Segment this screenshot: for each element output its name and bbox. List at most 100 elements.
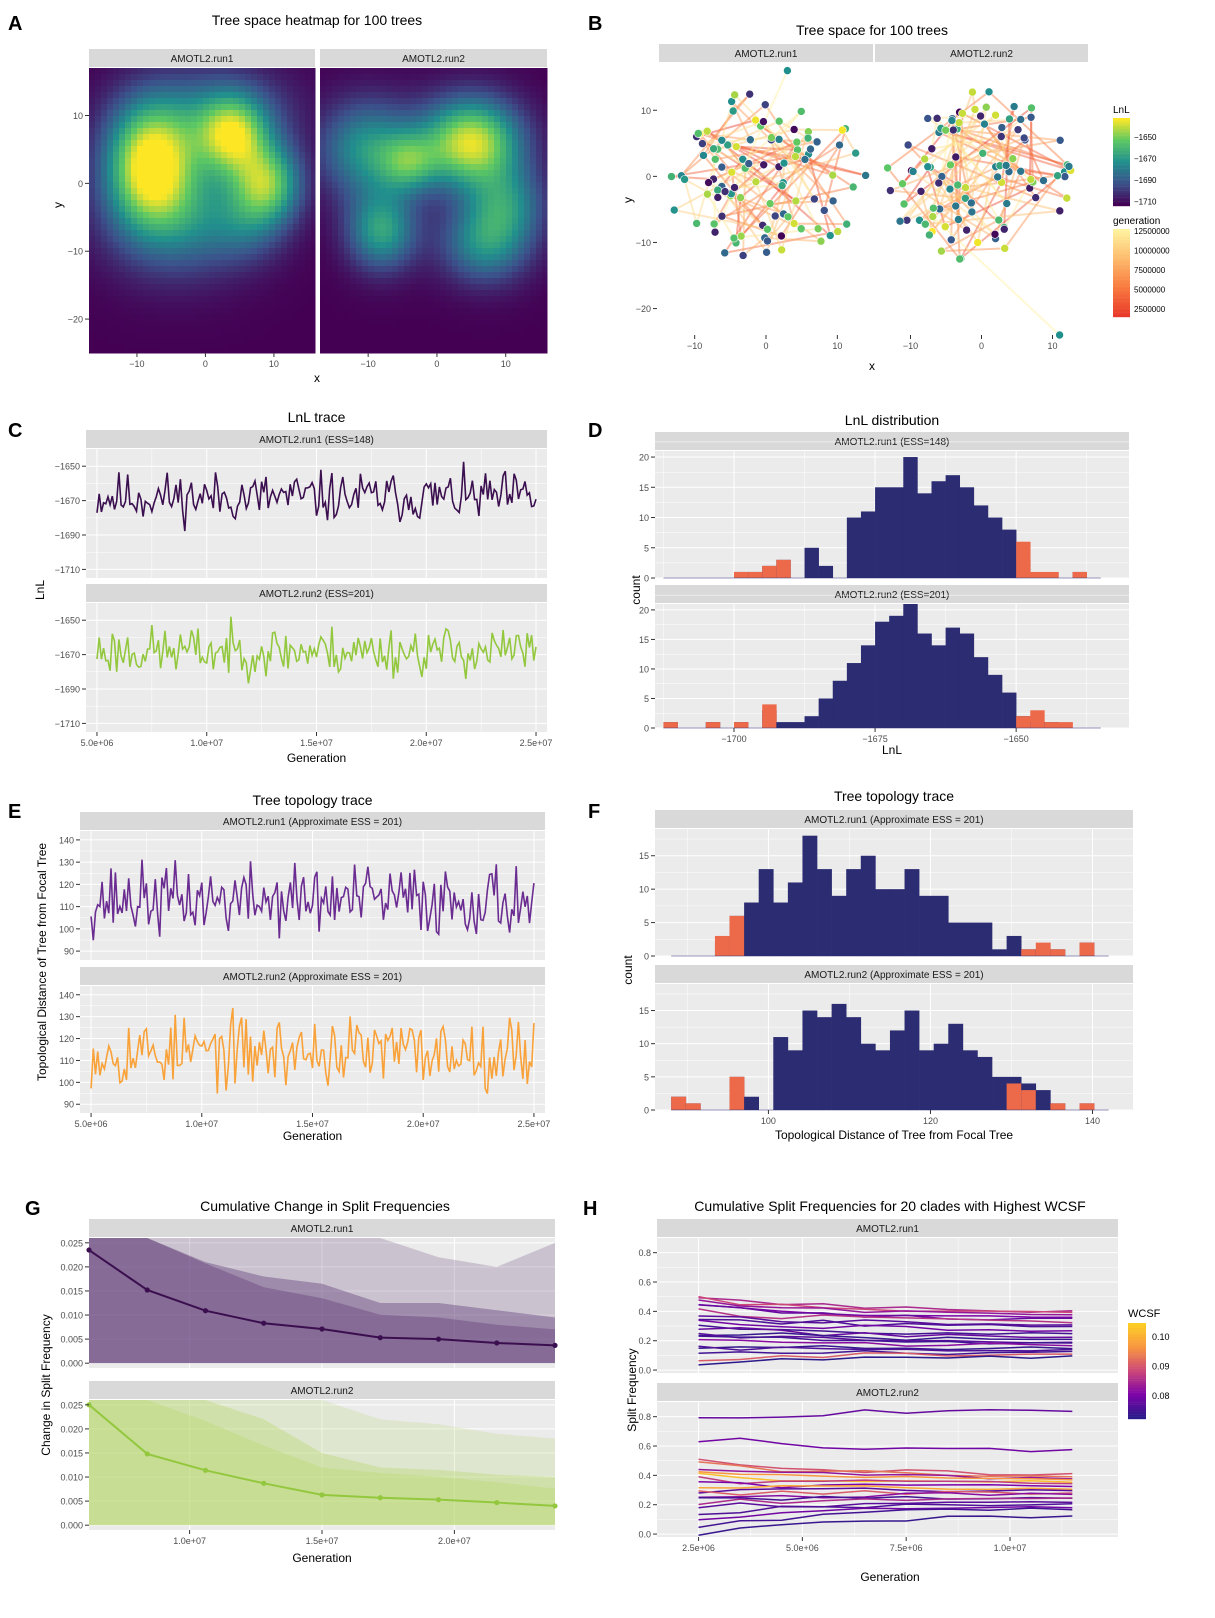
heatmap-cell bbox=[239, 194, 246, 201]
heatmap-cell bbox=[332, 260, 339, 267]
heatmap-cell bbox=[215, 92, 222, 99]
heatmap-cell bbox=[536, 266, 543, 273]
heatmap-cell bbox=[143, 314, 150, 321]
heatmap-cell bbox=[332, 284, 339, 291]
heatmap-cell bbox=[386, 158, 393, 165]
heatmap-cell bbox=[476, 224, 483, 231]
heatmap-cell bbox=[227, 68, 234, 75]
heatmap-cell bbox=[179, 236, 186, 243]
heatmap-cell bbox=[338, 302, 345, 309]
heatmap-cell bbox=[530, 308, 537, 315]
heatmap-cell bbox=[410, 194, 417, 201]
heatmap-cell bbox=[338, 140, 345, 147]
heatmap-cell bbox=[311, 212, 316, 219]
heatmap-cell bbox=[374, 98, 381, 105]
heatmap-cell bbox=[494, 248, 501, 255]
heatmap-cell bbox=[368, 266, 375, 273]
heatmap-cell bbox=[155, 146, 162, 153]
heatmap-cell bbox=[482, 158, 489, 165]
heatmap-cell bbox=[215, 338, 222, 345]
heatmap-cell bbox=[464, 86, 471, 93]
heatmap-cell bbox=[446, 86, 453, 93]
heatmap-cell bbox=[524, 296, 531, 303]
heatmap-cell bbox=[275, 350, 282, 354]
heatmap-cell bbox=[350, 164, 357, 171]
heatmap-cell bbox=[167, 140, 174, 147]
heatmap-cell bbox=[209, 188, 216, 195]
heatmap-cell bbox=[197, 302, 204, 309]
heatmap-cell bbox=[452, 302, 459, 309]
tree-point bbox=[767, 133, 776, 142]
heatmap-cell bbox=[227, 290, 234, 297]
heatmap-cell bbox=[143, 98, 150, 105]
facet-strip-label: AMOTL2.run1 (ESS=148) bbox=[835, 437, 950, 448]
heatmap-cell bbox=[386, 188, 393, 195]
histogram-bar bbox=[846, 1017, 862, 1110]
heatmap-cell bbox=[251, 314, 258, 321]
heatmap-cell bbox=[404, 260, 411, 267]
heatmap-cell bbox=[95, 272, 102, 279]
legend-gradient bbox=[1128, 1327, 1146, 1331]
histogram-bar-tail bbox=[1030, 710, 1045, 728]
heatmap-cell bbox=[440, 332, 447, 339]
heatmap-cell bbox=[107, 338, 114, 345]
heatmap-cell bbox=[287, 290, 294, 297]
heatmap-cell bbox=[464, 242, 471, 249]
heatmap-cell bbox=[179, 302, 186, 309]
trajectory-segment bbox=[944, 129, 1008, 205]
heatmap-cell bbox=[404, 254, 411, 261]
heatmap-cell bbox=[512, 290, 519, 297]
heatmap-cell bbox=[185, 92, 192, 99]
heatmap-cell bbox=[392, 176, 399, 183]
heatmap-cell bbox=[227, 110, 234, 117]
heatmap-cell bbox=[488, 176, 495, 183]
heatmap-cell bbox=[239, 134, 246, 141]
heatmap-cell bbox=[239, 182, 246, 189]
heatmap-cell bbox=[326, 146, 333, 153]
heatmap-cell bbox=[197, 80, 204, 87]
heatmap-cell bbox=[356, 254, 363, 261]
heatmap-cell bbox=[239, 86, 246, 93]
heatmap-cell bbox=[227, 254, 234, 261]
heatmap-cell bbox=[101, 254, 108, 261]
heatmap-cell bbox=[119, 224, 126, 231]
heatmap-cell bbox=[269, 128, 276, 135]
heatmap-cell bbox=[185, 140, 192, 147]
heatmap-cell bbox=[536, 152, 543, 159]
heatmap-cell bbox=[470, 314, 477, 321]
histogram-bar bbox=[860, 645, 876, 728]
heatmap-cell bbox=[470, 224, 477, 231]
y-tick-label: 0.8 bbox=[638, 1248, 651, 1258]
heatmap-cell bbox=[470, 308, 477, 315]
heatmap-cell bbox=[440, 98, 447, 105]
heatmap-cell bbox=[356, 218, 363, 225]
heatmap-cell bbox=[434, 236, 441, 243]
heatmap-cell bbox=[350, 104, 357, 111]
heatmap-cell bbox=[386, 170, 393, 177]
tree-point bbox=[680, 175, 689, 184]
heatmap-cell bbox=[281, 266, 288, 273]
heatmap-cell bbox=[251, 344, 258, 351]
tree-point bbox=[669, 205, 679, 215]
tree-point bbox=[783, 212, 793, 222]
heatmap-cell bbox=[125, 80, 132, 87]
heatmap-cell bbox=[332, 224, 339, 231]
heatmap-cell bbox=[494, 194, 501, 201]
heatmap-cell bbox=[524, 158, 531, 165]
heatmap-cell bbox=[203, 254, 210, 261]
heatmap-cell bbox=[161, 152, 168, 159]
heatmap-cell bbox=[221, 338, 228, 345]
heatmap-cell bbox=[275, 326, 282, 333]
heatmap-cell bbox=[434, 224, 441, 231]
heatmap-cell bbox=[392, 230, 399, 237]
heatmap-cell bbox=[275, 224, 282, 231]
heatmap-cell bbox=[119, 68, 126, 75]
heatmap-cell bbox=[506, 350, 513, 354]
heatmap-cell bbox=[299, 74, 306, 81]
x-axis-label: Generation bbox=[283, 1129, 342, 1143]
trajectory-segment bbox=[721, 215, 782, 237]
heatmap-cell bbox=[338, 332, 345, 339]
heatmap-cell bbox=[125, 272, 132, 279]
tree-point bbox=[981, 102, 991, 112]
heatmap-cell bbox=[167, 86, 174, 93]
